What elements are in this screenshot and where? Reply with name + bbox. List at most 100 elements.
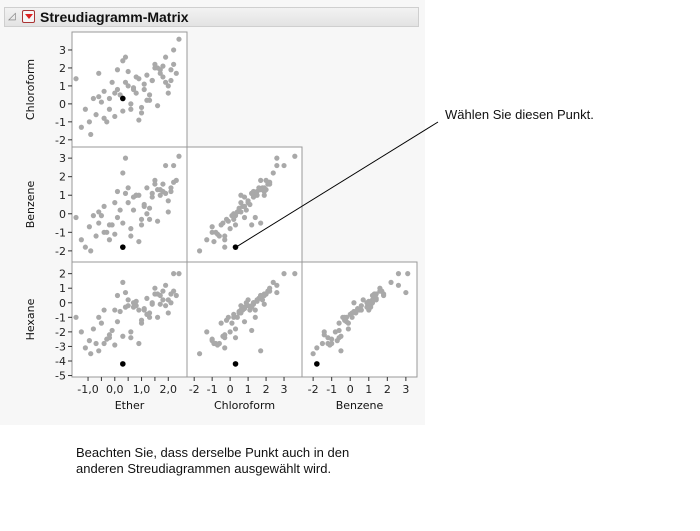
- data-point[interactable]: [222, 233, 228, 239]
- data-point[interactable]: [130, 207, 137, 213]
- data-point[interactable]: [149, 190, 155, 196]
- data-point[interactable]: [106, 106, 113, 112]
- scatter-cell-chloroform-vs-ether[interactable]: [71, 31, 188, 148]
- data-point[interactable]: [252, 314, 258, 320]
- data-point[interactable]: [144, 295, 150, 301]
- data-point[interactable]: [171, 61, 177, 67]
- data-point[interactable]: [227, 329, 233, 335]
- data-point[interactable]: [138, 110, 145, 116]
- data-point[interactable]: [292, 153, 298, 159]
- data-point[interactable]: [146, 216, 153, 222]
- data-point[interactable]: [98, 99, 105, 105]
- data-point[interactable]: [136, 117, 142, 123]
- data-point[interactable]: [267, 181, 273, 187]
- data-point[interactable]: [157, 301, 163, 307]
- data-point[interactable]: [120, 333, 126, 339]
- data-point[interactable]: [152, 285, 158, 291]
- data-point[interactable]: [231, 216, 237, 222]
- data-point[interactable]: [109, 79, 115, 85]
- data-point[interactable]: [245, 198, 251, 204]
- data-point[interactable]: [146, 92, 153, 98]
- data-point[interactable]: [281, 162, 287, 169]
- selected-data-point[interactable]: [120, 244, 126, 250]
- data-point[interactable]: [160, 63, 166, 69]
- data-point[interactable]: [351, 300, 357, 306]
- data-point[interactable]: [364, 300, 370, 306]
- data-point[interactable]: [241, 304, 248, 310]
- data-point[interactable]: [82, 244, 88, 250]
- data-point[interactable]: [154, 103, 161, 109]
- data-point[interactable]: [114, 292, 121, 299]
- data-point[interactable]: [241, 194, 248, 200]
- data-point[interactable]: [261, 185, 267, 191]
- data-point[interactable]: [160, 74, 166, 80]
- data-point[interactable]: [163, 282, 169, 288]
- data-point[interactable]: [176, 36, 182, 42]
- data-point[interactable]: [403, 289, 409, 296]
- data-point[interactable]: [176, 271, 182, 277]
- data-point[interactable]: [120, 58, 126, 64]
- data-point[interactable]: [112, 307, 118, 313]
- data-point[interactable]: [125, 200, 131, 206]
- data-point[interactable]: [144, 97, 150, 103]
- data-point[interactable]: [128, 226, 134, 232]
- data-point[interactable]: [96, 220, 102, 226]
- data-point[interactable]: [90, 213, 96, 219]
- data-point[interactable]: [125, 83, 131, 89]
- data-point[interactable]: [165, 297, 171, 303]
- data-point[interactable]: [96, 314, 102, 320]
- data-point[interactable]: [86, 224, 92, 230]
- data-point[interactable]: [338, 333, 344, 339]
- data-point[interactable]: [229, 320, 235, 326]
- scatter-cell-hexane-vs-benzene[interactable]: [301, 261, 418, 378]
- data-point[interactable]: [368, 304, 374, 310]
- data-point[interactable]: [88, 131, 94, 138]
- data-point[interactable]: [231, 211, 237, 217]
- selected-data-point[interactable]: [120, 95, 126, 102]
- data-point[interactable]: [136, 238, 142, 245]
- data-point[interactable]: [98, 320, 105, 326]
- data-point[interactable]: [232, 335, 239, 341]
- data-point[interactable]: [225, 314, 231, 320]
- data-point[interactable]: [157, 192, 163, 198]
- data-point[interactable]: [133, 90, 139, 96]
- data-point[interactable]: [261, 301, 267, 307]
- data-point[interactable]: [109, 327, 115, 334]
- data-point[interactable]: [292, 271, 298, 277]
- data-point[interactable]: [114, 67, 121, 73]
- data-point[interactable]: [225, 218, 231, 224]
- data-point[interactable]: [249, 327, 255, 334]
- data-point[interactable]: [211, 340, 217, 347]
- data-point[interactable]: [86, 338, 92, 344]
- data-point[interactable]: [168, 188, 174, 195]
- data-point[interactable]: [88, 248, 94, 254]
- data-point[interactable]: [122, 190, 129, 196]
- data-point[interactable]: [258, 177, 264, 183]
- data-point[interactable]: [101, 203, 107, 209]
- data-point[interactable]: [86, 119, 92, 125]
- data-point[interactable]: [112, 231, 118, 237]
- data-point[interactable]: [125, 185, 131, 191]
- data-point[interactable]: [227, 226, 233, 232]
- data-point[interactable]: [93, 112, 99, 118]
- data-point[interactable]: [252, 214, 258, 221]
- data-point[interactable]: [373, 291, 379, 297]
- data-point[interactable]: [261, 291, 267, 297]
- data-point[interactable]: [152, 177, 158, 183]
- data-point[interactable]: [163, 162, 169, 169]
- data-point[interactable]: [209, 224, 215, 230]
- report-title-bar[interactable]: ◿ Streudiagramm-Matrix: [4, 7, 419, 27]
- data-point[interactable]: [163, 79, 169, 85]
- data-point[interactable]: [250, 300, 257, 306]
- data-point[interactable]: [171, 271, 177, 277]
- data-point[interactable]: [144, 72, 150, 78]
- data-point[interactable]: [173, 70, 179, 76]
- data-point[interactable]: [82, 106, 88, 112]
- data-point[interactable]: [73, 214, 79, 221]
- selected-data-point[interactable]: [120, 361, 126, 367]
- data-point[interactable]: [222, 332, 228, 338]
- data-point[interactable]: [120, 108, 126, 114]
- data-point[interactable]: [241, 203, 248, 209]
- data-point[interactable]: [96, 209, 102, 215]
- disclosure-triangle-icon[interactable]: ◿: [8, 11, 16, 22]
